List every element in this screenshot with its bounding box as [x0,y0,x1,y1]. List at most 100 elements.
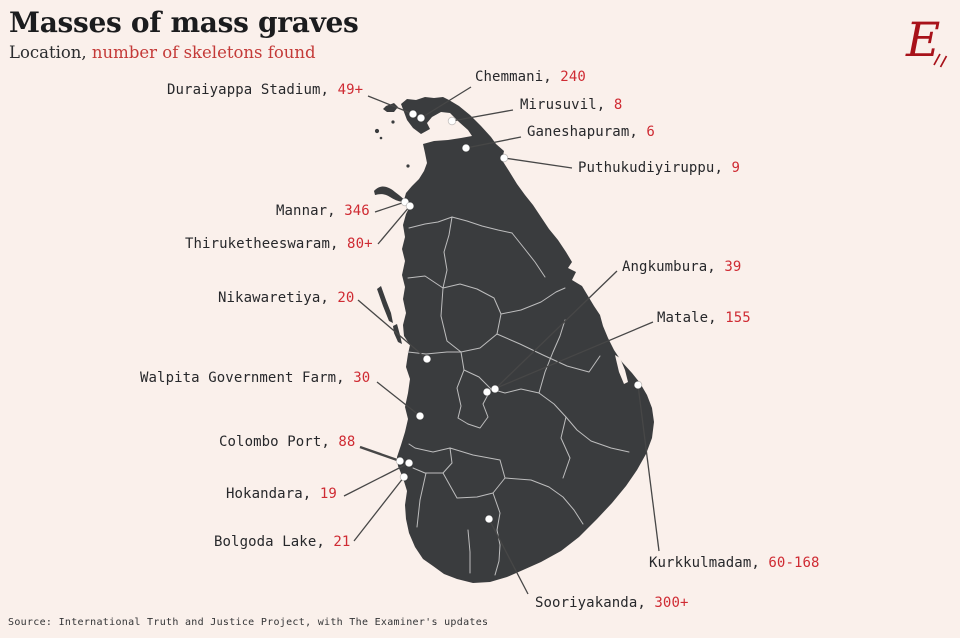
skeleton-count: 8 [613,97,623,113]
page-title: Masses of mass graves [9,6,359,39]
skeleton-count: 60-168 [768,555,820,571]
location-label: Mirusuvil, 8 [520,97,622,114]
grave-site-dot [399,472,409,482]
sri-lanka-island-shape [397,97,654,583]
skeleton-count: 30 [353,370,371,386]
skeleton-count: 6 [646,124,655,140]
location-name: Bolgoda Lake, [214,534,334,550]
skeleton-count: 20 [337,290,355,306]
leader-line [420,86,472,119]
location-label: Hokandara, 19 [226,486,337,503]
location-label: Walpita Government Farm, 30 [140,370,370,387]
grave-site-dot [484,514,494,524]
skeleton-count: 39 [724,259,742,275]
grave-dots [395,109,643,524]
skeleton-count: 21 [333,534,351,550]
location-label: Thiruketheeswaram, 80+ [185,236,373,253]
location-name: Duraiyappa Stadium, [167,82,338,98]
leader-line [357,299,428,360]
grave-site-dot [633,380,643,390]
leader-line [377,205,411,245]
grave-site-dot [482,387,492,397]
location-label: Puthukudiyiruppu, 9 [578,160,740,177]
location-name: Chemmani, [475,69,561,85]
location-name: Nikawaretiya, [218,290,338,306]
leader-line [367,95,414,115]
logo-letter-e: E [905,13,940,68]
skeleton-count: 9 [731,160,741,176]
district-boundaries [407,216,630,576]
location-name: Matale, [657,310,726,326]
leader-line [353,476,405,542]
examiner-logo-mark: E [905,13,948,68]
offshore-islands [374,103,405,344]
leader-line [465,136,522,149]
location-label: Mannar, 346 [276,203,370,220]
leader-line [494,270,618,390]
location-name: Mannar, [276,203,345,219]
grave-site-dot [415,411,425,421]
grave-site-dot [447,116,457,126]
leader-line [343,462,410,497]
leader-line [359,445,401,463]
islet [406,164,410,168]
skeleton-count: 300+ [654,595,689,611]
location-name: Mirusuvil, [520,97,614,113]
location-label: Chemmani, 240 [475,69,586,86]
skeleton-count: 19 [319,486,337,502]
location-label: Duraiyappa Stadium, 49+ [167,82,363,99]
grave-site-dot [408,109,418,119]
grave-site-dot [395,456,405,466]
islet [379,136,383,140]
location-label: Kurkkulmadam, 60-168 [649,555,820,572]
subtitle-prefix: Location, [9,43,87,62]
leader-line [488,518,529,595]
location-label: Matale, 155 [657,310,751,327]
leader-line [486,321,654,393]
east-coast-lagoon [615,355,628,384]
leader-line [451,109,514,122]
grave-site-dot [461,143,471,153]
location-name: Hokandara, [226,486,320,502]
grave-site-dot [405,201,415,211]
location-label: Colombo Port, 88 [219,434,355,451]
location-name: Thiruketheeswaram, [185,236,348,252]
leader-lines [343,86,660,595]
skeleton-count: 80+ [347,236,373,252]
grave-site-dot [416,113,426,123]
grave-site-dot [490,384,500,394]
location-name: Angkumbura, [622,259,725,275]
examiner-logo: E [900,10,952,72]
leader-line [374,201,406,213]
location-name: Colombo Port, [219,434,339,450]
source-note: Source: International Truth and Justice … [8,617,489,628]
islet [391,120,395,124]
location-label: Ganeshapuram, 6 [527,124,655,141]
leader-line [376,381,421,417]
leader-line [503,157,573,169]
location-name: Sooriyakanda, [535,595,655,611]
skeleton-count: 88 [338,434,356,450]
grave-site-dot [422,354,432,364]
location-name: Kurkkulmadam, [649,555,769,571]
skeleton-count: 155 [725,310,751,326]
location-name: Ganeshapuram, [527,124,647,140]
header: Masses of mass graves Location, number o… [9,6,359,62]
location-name: Puthukudiyiruppu, [578,160,732,176]
islet [374,128,380,134]
skeleton-count: 240 [560,69,586,85]
logo-slashes [933,53,948,68]
subtitle-highlight: number of skeletons found [86,43,316,62]
grave-site-dot [404,458,414,468]
grave-site-dot [499,153,509,163]
location-name: Walpita Government Farm, [140,370,354,386]
skeleton-count: 49+ [337,82,364,98]
page-subtitle: Location, number of skeletons found [9,43,359,62]
location-label: Sooriyakanda, 300+ [535,595,689,612]
skeleton-count: 346 [344,203,370,219]
location-label: Bolgoda Lake, 21 [214,534,350,551]
location-label: Angkumbura, 39 [622,259,741,276]
location-label: Nikawaretiya, 20 [218,290,354,307]
